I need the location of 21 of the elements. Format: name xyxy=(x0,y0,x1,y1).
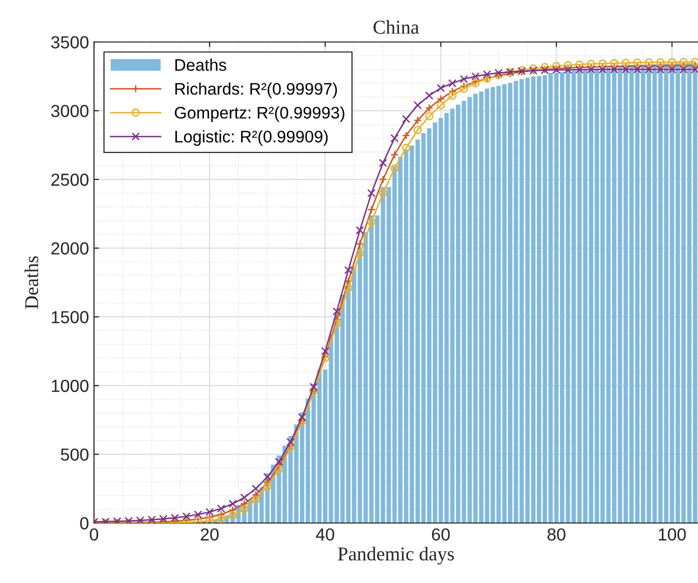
x-tick-label: 0 xyxy=(90,528,98,541)
y-tick-label: 500 xyxy=(60,448,88,461)
legend-label: Logistic: R²(0.99909) xyxy=(175,130,328,146)
x-axis-title: Pandemic days xyxy=(338,546,454,565)
y-tick-label: 2000 xyxy=(51,242,88,255)
legend-label: Deaths xyxy=(175,58,226,71)
legend-label: Gompertz: R²(0.99993) xyxy=(174,106,344,122)
y-tick-label: 1500 xyxy=(52,311,88,324)
x-tick-label: 40 xyxy=(316,528,334,541)
y-tick-label: 2500 xyxy=(51,174,88,186)
legend-label: Richards: R²(0.99997) xyxy=(175,82,337,98)
y-tick-label: 3500 xyxy=(51,36,88,48)
x-tick-label: 20 xyxy=(200,528,219,541)
y-tick-label: 1000 xyxy=(52,380,88,392)
x-tick-label: 100 xyxy=(658,528,686,541)
y-tick-label: 3000 xyxy=(51,104,88,118)
x-tick-label: 60 xyxy=(432,528,450,541)
y-tick-label: 0 xyxy=(80,517,88,530)
chart-title: China xyxy=(374,20,419,34)
y-axis-title: Deaths xyxy=(24,256,38,309)
x-tick-label: 80 xyxy=(547,528,566,541)
